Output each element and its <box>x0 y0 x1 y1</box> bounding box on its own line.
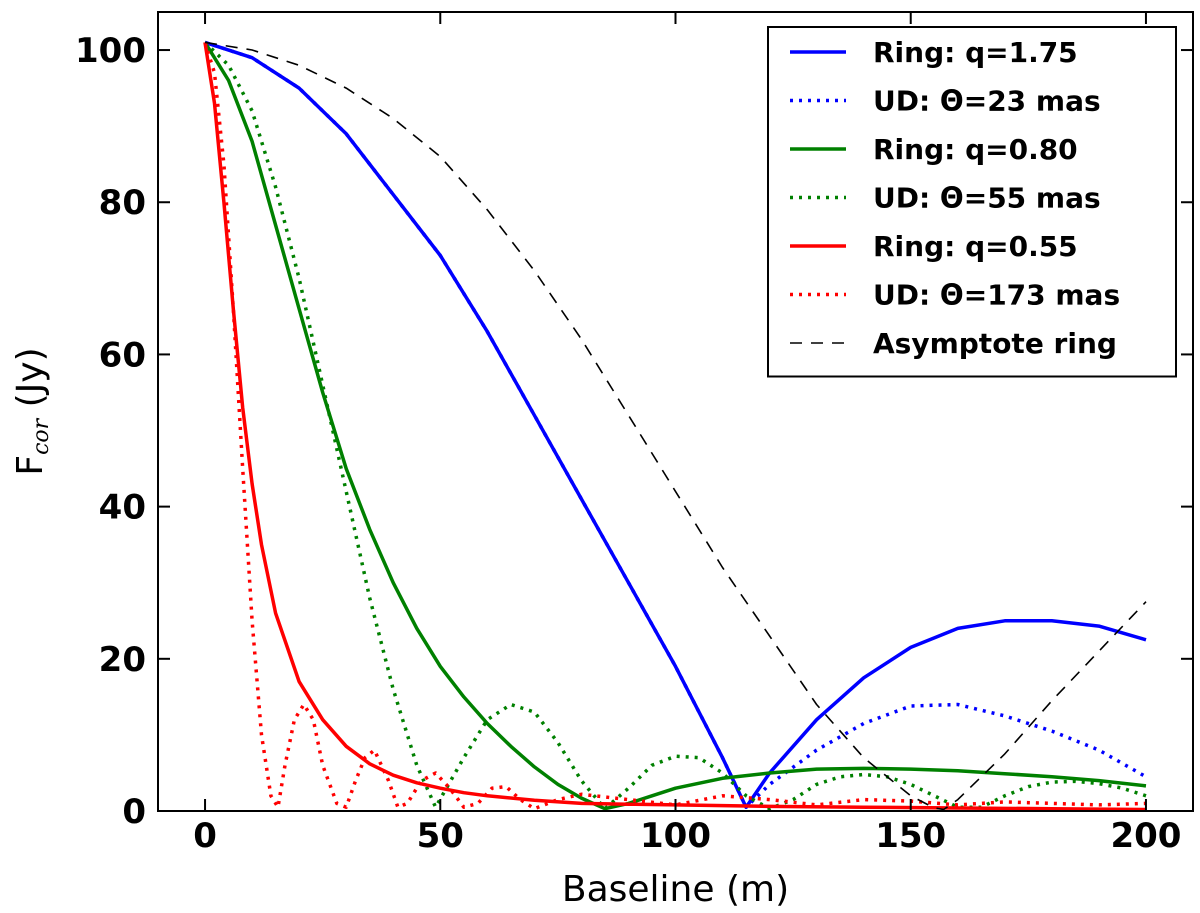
y-tick-label: 0 <box>122 792 146 832</box>
y-tick-label: 100 <box>75 31 146 71</box>
y-axis-label-sub: cor <box>29 417 54 455</box>
legend-box <box>767 26 1177 378</box>
series-line-3 <box>203 41 1147 811</box>
ticks-layer: 0 50 100 150 200 0 20 40 60 80 100 <box>75 12 1193 856</box>
legend-label: Ring: q=1.75 <box>873 36 1078 69</box>
legend-label: Ring: q=0.80 <box>873 133 1078 166</box>
y-axis-label-main: F <box>10 455 51 476</box>
x-tick-label: 150 <box>875 816 946 856</box>
legend-label: UD: Θ=23 mas <box>873 85 1101 118</box>
y-tick-label: 40 <box>99 488 146 528</box>
x-axis-label: Baseline (m) <box>562 869 789 910</box>
series-layer <box>203 40 1147 811</box>
y-tick-label: 60 <box>99 335 146 375</box>
series-line-7 <box>204 41 1147 811</box>
legend-label: Asymptote ring <box>873 327 1117 360</box>
x-tick-label: 200 <box>1110 816 1181 856</box>
series-line-4 <box>203 41 1147 811</box>
x-tick-label: 0 <box>193 816 217 856</box>
x-tick-label: 100 <box>640 816 711 856</box>
legend: Ring: q=1.75 UD: Θ=23 mas Ring: q=0.80 UD: … <box>767 26 1177 378</box>
legend-label: UD: Θ=173 mas <box>873 279 1120 312</box>
x-tick-label: 50 <box>417 816 464 856</box>
series-line-2 <box>204 40 1147 809</box>
y-tick-label: 80 <box>99 183 146 223</box>
legend-label: Ring: q=0.55 <box>873 230 1078 263</box>
y-axis-label-unit: (Jy) <box>10 347 51 418</box>
series-line-5 <box>203 42 1147 811</box>
y-tick-label: 20 <box>99 640 146 680</box>
legend-label: UD: Θ=55 mas <box>873 182 1101 215</box>
y-axis-label: Fcor (Jy) <box>10 347 54 475</box>
